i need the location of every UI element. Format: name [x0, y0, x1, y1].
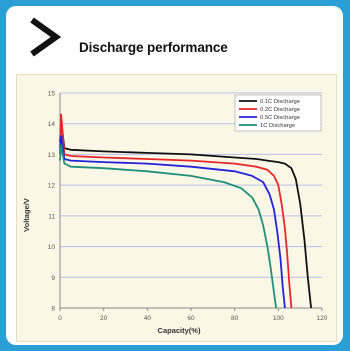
- content-card: Discharge performance 8 9 10 11 12 13 14 15 0 20…: [6, 6, 343, 345]
- section-heading: Discharge performance: [79, 40, 228, 55]
- legend-label: 0.2C Discharge: [260, 107, 300, 113]
- x-tick-label: 0: [58, 315, 62, 322]
- x-tick-label: 60: [187, 315, 195, 322]
- x-tick-label: 100: [273, 315, 284, 322]
- y-tick-label: 12: [48, 183, 56, 190]
- series-line: [59, 113, 293, 309]
- y-axis-label: Voltage/V: [22, 198, 31, 232]
- x-tick-label: 120: [317, 315, 328, 322]
- y-tick-labels: 8 9 10 11 12 13 14 15: [48, 91, 56, 313]
- series-line: [59, 119, 312, 309]
- chart-panel: 8 9 10 11 12 13 14 15 0 20 40 60 80 100 120 0.1C Disc…: [16, 74, 337, 342]
- series-line: [59, 135, 286, 309]
- x-tick-labels: 0 20 40 60 80 100 120: [58, 315, 328, 322]
- legend-label: 0.5C Discharge: [260, 115, 300, 121]
- legend-label: 0.1C Discharge: [260, 99, 300, 105]
- y-tick-label: 10: [48, 244, 56, 251]
- y-tick-label: 9: [51, 275, 55, 282]
- x-tick-label: 40: [144, 315, 152, 322]
- y-tick-label: 8: [51, 306, 55, 313]
- x-tick-label: 80: [231, 315, 239, 322]
- y-tick-label: 15: [48, 91, 56, 98]
- legend-label: 1C Discharge: [260, 123, 295, 129]
- x-tick-label: 20: [100, 315, 108, 322]
- chevron-right-icon: [30, 17, 62, 57]
- y-tick-label: 13: [48, 152, 56, 159]
- legend: 0.1C Discharge 0.2C Discharge 0.5C Dischar…: [234, 94, 322, 132]
- series-lines: [59, 113, 312, 309]
- y-tick-label: 11: [48, 213, 55, 220]
- series-line: [59, 144, 277, 309]
- x-axis-label: Capacity(%): [158, 326, 201, 335]
- discharge-chart: 8 9 10 11 12 13 14 15 0 20 40 60 80 100 120 0.1C Disc…: [22, 91, 328, 336]
- y-tick-label: 14: [48, 121, 56, 128]
